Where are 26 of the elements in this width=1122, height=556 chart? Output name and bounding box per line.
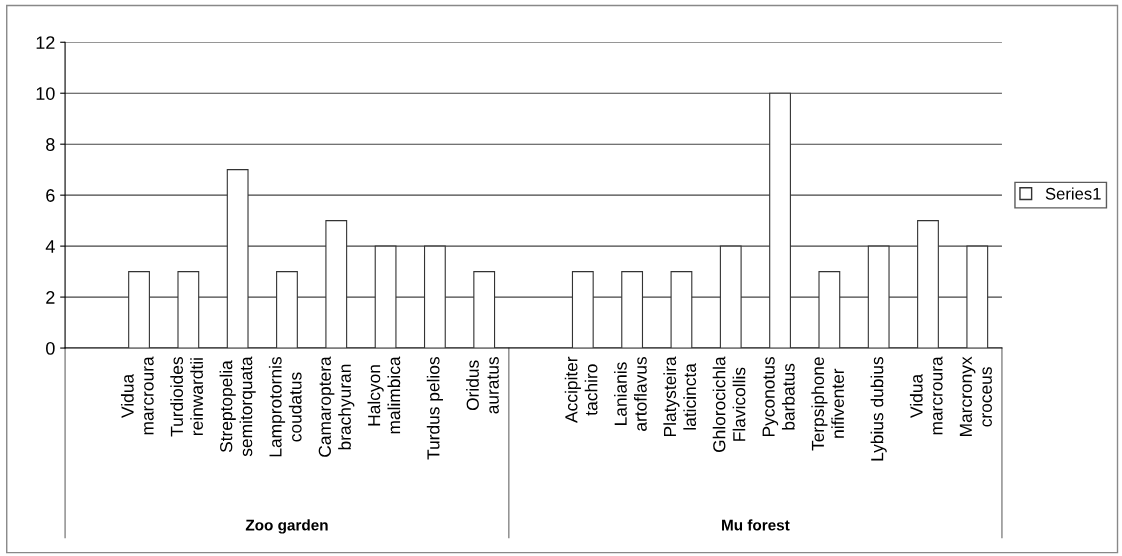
x-tick-label: Accipiter tachiro — [564, 356, 598, 423]
x-tick-label: Halcyon malimbica — [367, 356, 401, 434]
x-tick-label: Lanianis artoflavus — [614, 357, 647, 431]
x-tick-label: Lamprotornis coudatus — [268, 357, 302, 457]
y-tick-label: 2 — [46, 291, 55, 304]
x-tick-label: Marcronyx croceus — [959, 356, 992, 436]
x-tick-label: Lybius dubius — [870, 357, 887, 461]
legend-label: Series1 — [1045, 187, 1101, 200]
x-tick-label: Terpsiphone nifiventer — [811, 357, 844, 451]
y-tick-label: 0 — [46, 341, 55, 355]
x-tick-label: Platysteira laticincta — [663, 356, 697, 437]
y-tick-label: 6 — [46, 189, 55, 202]
text: Zoo garden — [245, 519, 328, 534]
x-tick-label: Streptopelia semitorquata — [219, 356, 256, 457]
y-tick-label: 4 — [45, 240, 55, 253]
x-tick-label: Pyconotus barbatus — [762, 357, 795, 437]
x-tick-label: Vidua marcroura — [909, 356, 943, 435]
x-tick-label: Turdus pelios — [426, 357, 443, 460]
x-tick-label: Oridus auratus — [466, 357, 499, 414]
text: Mu forest — [722, 519, 790, 531]
y-tick-label: 10 — [36, 87, 55, 100]
x-tick-label: Vidua marcroura — [120, 356, 154, 435]
x-tick-label: Ghlorocichla Flavicollis — [712, 356, 746, 453]
x-tick-label: Turdioides reinwardtii — [170, 357, 203, 437]
y-tick-label: 12 — [36, 36, 55, 49]
y-tick-label: 8 — [46, 138, 55, 151]
